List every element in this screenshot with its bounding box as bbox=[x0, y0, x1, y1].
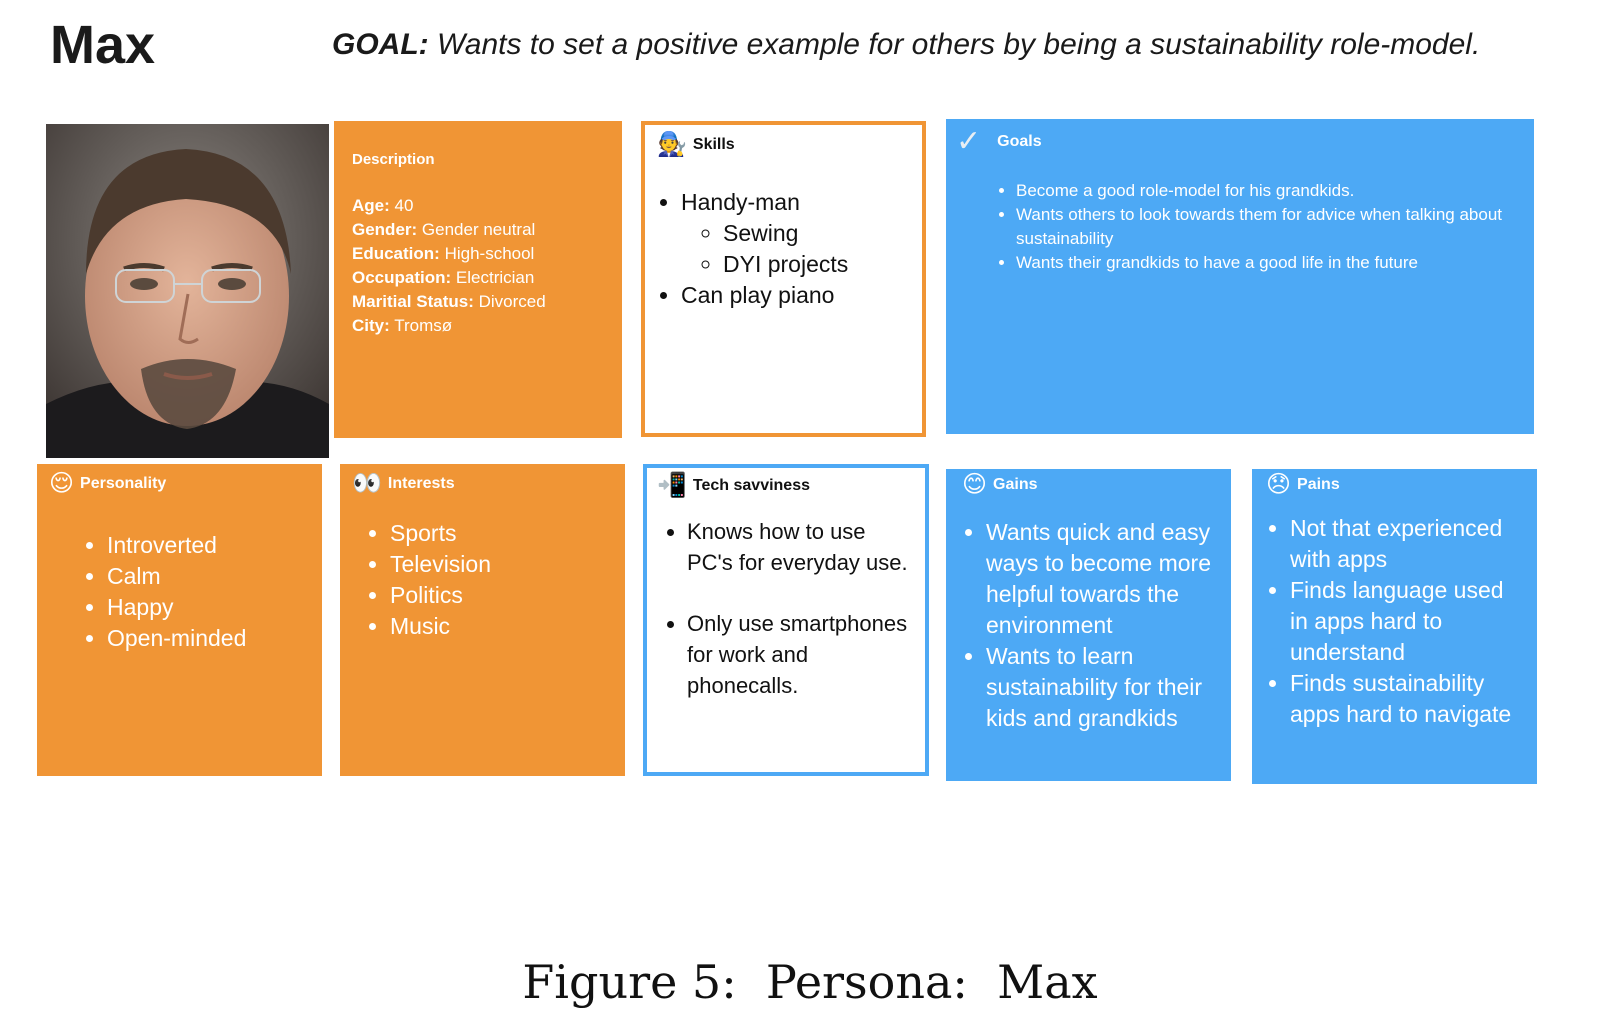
list-item: Politics bbox=[390, 580, 613, 611]
tech-title-row: 📲 Tech savviness bbox=[657, 474, 913, 498]
description-age: Age: 40 bbox=[352, 194, 604, 218]
goals-list: Become a good role-model for his grandki… bbox=[956, 179, 1518, 275]
list-item: Sewing bbox=[723, 218, 910, 249]
field-value: 40 bbox=[389, 196, 414, 215]
description-card: Description Age: 40 Gender: Gender neutr… bbox=[334, 121, 622, 438]
list-item: Television bbox=[390, 549, 613, 580]
field-value: Divorced bbox=[473, 292, 546, 311]
skills-title-row: 🧑‍🔧 Skills bbox=[657, 133, 910, 157]
mechanic-emoji-icon: 🧑‍🔧 bbox=[657, 131, 687, 158]
checkmark-icon: ✓ bbox=[956, 125, 982, 158]
tech-title: Tech savviness bbox=[692, 477, 810, 494]
pains-list: Not that experienced with apps Finds lan… bbox=[1266, 513, 1525, 730]
list-item: Music bbox=[390, 611, 613, 642]
list-item: Introverted bbox=[107, 530, 310, 561]
personality-card: 😌 Personality Introverted Calm Happy Ope… bbox=[37, 464, 322, 776]
persona-photo bbox=[46, 124, 329, 458]
list-item: Open-minded bbox=[107, 623, 310, 654]
relieved-face-icon: 😌 bbox=[49, 470, 75, 497]
skills-card: 🧑‍🔧 Skills Handy-man Sewing DYI projects… bbox=[641, 121, 926, 437]
interests-title: Interests bbox=[387, 475, 455, 492]
list-item: Finds language used in apps hard to unde… bbox=[1290, 575, 1525, 668]
description-education: Education: High-school bbox=[352, 242, 604, 266]
list-item: Sports bbox=[390, 518, 613, 549]
field-value: Electrician bbox=[451, 268, 535, 287]
list-item: Finds sustainability apps hard to naviga… bbox=[1290, 668, 1525, 730]
list-item: Become a good role-model for his grandki… bbox=[1016, 179, 1518, 203]
goal-text: Wants to set a positive example for othe… bbox=[428, 28, 1481, 61]
field-label: Education: bbox=[352, 244, 440, 263]
tech-savviness-card: 📲 Tech savviness Knows how to use PC's f… bbox=[643, 464, 929, 776]
pains-card: 😞 Pains Not that experienced with apps F… bbox=[1252, 469, 1537, 784]
persona-portrait-image bbox=[46, 124, 329, 458]
list-item: Calm bbox=[107, 561, 310, 592]
goals-title-row: ✓ Goals bbox=[956, 127, 1518, 157]
pains-title: Pains bbox=[1297, 476, 1340, 493]
list-item: Can play piano bbox=[681, 280, 910, 311]
description-gender: Gender: Gender neutral bbox=[352, 218, 604, 242]
field-label: City: bbox=[352, 316, 390, 335]
list-item: Wants others to look towards them for ad… bbox=[1016, 203, 1518, 251]
field-label: Maritial Status: bbox=[352, 292, 474, 311]
list-item: Wants to learn sustainability for their … bbox=[986, 641, 1219, 734]
smiling-face-icon: 😊 bbox=[962, 471, 988, 498]
field-value: Gender neutral bbox=[417, 220, 536, 239]
interests-card: 👀 Interests Sports Television Politics M… bbox=[340, 464, 625, 776]
tech-list: Knows how to use PC's for everyday use. … bbox=[657, 516, 913, 701]
gains-list: Wants quick and easy ways to become more… bbox=[962, 517, 1219, 734]
skills-sub-list: Sewing DYI projects bbox=[681, 218, 910, 280]
field-label: Occupation: bbox=[352, 268, 452, 287]
description-occupation: Occupation: Electrician bbox=[352, 266, 604, 290]
goals-card: ✓ Goals Become a good role-model for his… bbox=[946, 119, 1534, 434]
list-item: Not that experienced with apps bbox=[1290, 513, 1525, 575]
interests-list: Sports Television Politics Music bbox=[352, 518, 613, 642]
gains-card: 😊 Gains Wants quick and easy ways to bec… bbox=[946, 469, 1231, 781]
personality-list: Introverted Calm Happy Open-minded bbox=[49, 530, 310, 654]
interests-title-row: 👀 Interests bbox=[352, 472, 613, 496]
description-marital-status: Maritial Status: Divorced bbox=[352, 290, 604, 314]
list-item: DYI projects bbox=[723, 249, 910, 280]
list-item: Wants their grandkids to have a good lif… bbox=[1016, 251, 1518, 275]
eyes-icon: 👀 bbox=[352, 470, 382, 497]
list-item: Only use smartphones for work and phonec… bbox=[687, 608, 913, 701]
pains-title-row: 😞 Pains bbox=[1266, 473, 1525, 497]
list-item: Knows how to use PC's for everyday use. bbox=[687, 516, 913, 578]
gains-title: Gains bbox=[993, 476, 1038, 493]
field-value: Tromsø bbox=[389, 316, 453, 335]
persona-goal: GOAL: Wants to set a positive example fo… bbox=[332, 28, 1480, 62]
mobile-phone-arrow-icon: 📲 bbox=[657, 472, 687, 499]
personality-title: Personality bbox=[80, 475, 167, 492]
figure-caption: Figure 5: Persona: Max bbox=[522, 955, 1098, 1009]
description-city: City: Tromsø bbox=[352, 314, 604, 338]
description-fields: Age: 40 Gender: Gender neutral Education… bbox=[352, 194, 604, 338]
skills-title: Skills bbox=[692, 136, 735, 153]
disappointed-face-icon: 😞 bbox=[1266, 471, 1292, 498]
field-value: High-school bbox=[439, 244, 535, 263]
goals-title: Goals bbox=[997, 133, 1042, 150]
personality-title-row: 😌 Personality bbox=[49, 472, 310, 496]
field-label: Gender: bbox=[352, 220, 418, 239]
gains-title-row: 😊 Gains bbox=[962, 473, 1219, 497]
persona-name: Max bbox=[50, 15, 156, 75]
list-item: Handy-man bbox=[681, 187, 910, 218]
list-item: Wants quick and easy ways to become more… bbox=[986, 517, 1219, 641]
skills-list: Handy-man Sewing DYI projects Can play p… bbox=[657, 187, 910, 311]
description-title: Description bbox=[352, 151, 435, 168]
goal-label: GOAL: bbox=[332, 28, 429, 61]
list-item: Happy bbox=[107, 592, 310, 623]
field-label: Age: bbox=[352, 196, 390, 215]
